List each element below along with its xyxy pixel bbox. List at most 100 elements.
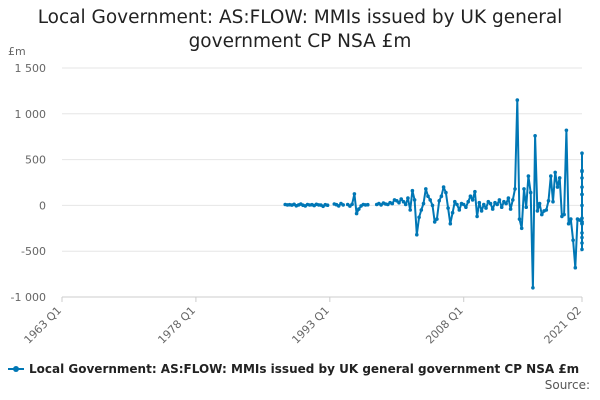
- data-point[interactable]: [580, 231, 584, 235]
- data-point[interactable]: [490, 207, 495, 211]
- data-point[interactable]: [435, 217, 439, 221]
- data-point[interactable]: [499, 205, 504, 209]
- data-point[interactable]: [573, 265, 578, 270]
- data-point[interactable]: [350, 202, 354, 207]
- legend[interactable]: Local Government: AS:FLOW: MMIs issued b…: [8, 361, 579, 377]
- data-point[interactable]: [421, 201, 426, 206]
- data-point[interactable]: [473, 189, 477, 194]
- data-point[interactable]: [453, 199, 457, 204]
- data-point[interactable]: [390, 201, 395, 206]
- data-point[interactable]: [468, 194, 473, 198]
- data-point[interactable]: [555, 185, 560, 189]
- data-point[interactable]: [479, 209, 484, 213]
- data-point[interactable]: [399, 197, 404, 201]
- data-point[interactable]: [352, 192, 357, 196]
- data-point[interactable]: [444, 190, 448, 195]
- data-point[interactable]: [461, 202, 466, 207]
- data-point[interactable]: [540, 212, 544, 217]
- data-point[interactable]: [357, 207, 361, 211]
- data-point[interactable]: [419, 208, 424, 212]
- data-point[interactable]: [528, 190, 533, 195]
- data-point[interactable]: [553, 170, 557, 175]
- data-point[interactable]: [354, 211, 359, 216]
- data-point[interactable]: [551, 199, 555, 204]
- data-point[interactable]: [580, 247, 584, 252]
- data-point[interactable]: [397, 200, 401, 205]
- data-point[interactable]: [477, 200, 482, 205]
- data-point[interactable]: [580, 151, 584, 155]
- data-point[interactable]: [506, 196, 511, 200]
- data-point[interactable]: [571, 238, 575, 242]
- data-point[interactable]: [580, 185, 584, 189]
- data-point[interactable]: [448, 221, 453, 226]
- data-point[interactable]: [564, 128, 569, 133]
- data-point[interactable]: [450, 210, 455, 215]
- data-point[interactable]: [325, 203, 330, 207]
- data-point[interactable]: [517, 217, 522, 221]
- data-point[interactable]: [457, 208, 462, 212]
- data-point[interactable]: [557, 176, 562, 180]
- data-point[interactable]: [580, 203, 584, 208]
- data-point[interactable]: [511, 198, 515, 202]
- data-point[interactable]: [424, 187, 428, 191]
- data-point[interactable]: [566, 221, 571, 226]
- data-point[interactable]: [533, 134, 537, 138]
- data-point[interactable]: [526, 174, 531, 178]
- data-point[interactable]: [580, 192, 584, 197]
- data-point[interactable]: [441, 185, 446, 189]
- data-point[interactable]: [580, 235, 584, 240]
- data-point[interactable]: [437, 199, 442, 203]
- y-axis-ticks: -1 000 -500 0 500 1 000 1 500: [11, 62, 46, 304]
- data-point[interactable]: [546, 199, 551, 203]
- data-point[interactable]: [562, 212, 566, 217]
- data-point[interactable]: [515, 98, 520, 102]
- data-point[interactable]: [482, 202, 486, 207]
- data-point[interactable]: [412, 198, 417, 202]
- data-point[interactable]: [513, 187, 517, 191]
- data-point[interactable]: [535, 209, 540, 213]
- data-point[interactable]: [464, 205, 468, 209]
- data-point[interactable]: [428, 198, 433, 202]
- data-point[interactable]: [495, 202, 500, 207]
- data-point[interactable]: [466, 199, 471, 204]
- data-point[interactable]: [415, 232, 419, 237]
- data-point[interactable]: [580, 220, 584, 224]
- data-point[interactable]: [432, 220, 437, 224]
- data-point[interactable]: [580, 176, 584, 180]
- data-point[interactable]: [410, 188, 415, 193]
- data-point[interactable]: [439, 194, 444, 198]
- data-point[interactable]: [580, 216, 584, 220]
- data-point[interactable]: [470, 198, 475, 202]
- data-point[interactable]: [580, 169, 584, 174]
- data-point[interactable]: [341, 203, 346, 207]
- y-axis-unit-label: £m: [8, 45, 26, 58]
- legend-label: Local Government: AS:FLOW: MMIs issued b…: [29, 362, 580, 376]
- data-point[interactable]: [497, 198, 502, 202]
- data-point[interactable]: [455, 202, 459, 207]
- data-point[interactable]: [475, 214, 479, 219]
- data-point[interactable]: [446, 206, 450, 210]
- data-point[interactable]: [544, 208, 549, 212]
- data-point[interactable]: [519, 226, 524, 231]
- data-point[interactable]: [522, 187, 526, 191]
- data-point[interactable]: [531, 286, 535, 290]
- data-point[interactable]: [524, 205, 528, 209]
- data-point[interactable]: [401, 199, 406, 204]
- data-point[interactable]: [569, 217, 573, 221]
- data-point[interactable]: [537, 201, 542, 206]
- data-point[interactable]: [504, 201, 508, 206]
- data-point[interactable]: [430, 203, 435, 208]
- data-point[interactable]: [366, 202, 370, 207]
- data-point[interactable]: [417, 215, 421, 220]
- data-point[interactable]: [488, 201, 493, 206]
- data-point[interactable]: [484, 206, 488, 210]
- data-point[interactable]: [426, 194, 430, 198]
- y-tick-label: -500: [21, 245, 46, 258]
- data-point[interactable]: [406, 196, 410, 200]
- data-point[interactable]: [403, 202, 408, 207]
- data-point[interactable]: [336, 204, 341, 208]
- data-point[interactable]: [549, 174, 553, 178]
- data-point[interactable]: [508, 207, 513, 211]
- data-point[interactable]: [580, 241, 584, 245]
- data-point[interactable]: [408, 208, 413, 212]
